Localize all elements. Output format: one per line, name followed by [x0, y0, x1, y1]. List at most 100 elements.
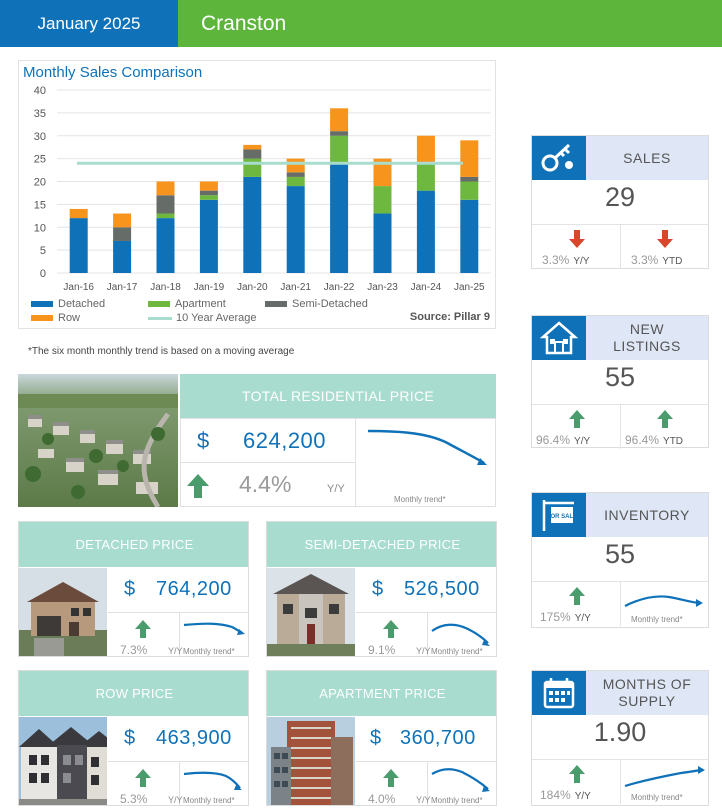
row-change-box: 5.3% Y/Y	[108, 762, 183, 806]
x-tick-label: Jan-17	[107, 282, 138, 293]
semi-detached-house-photo	[267, 568, 355, 656]
legend-row: Row	[31, 312, 80, 324]
x-tick-label: Jan-21	[280, 282, 311, 293]
detached-price-title: DETACHED PRICE	[19, 522, 248, 567]
semi-price-title: SEMI-DETACHED PRICE	[267, 522, 496, 567]
semi-price-value: 526,500	[404, 578, 480, 600]
months-supply-label: MONTHS OF SUPPLY	[586, 671, 708, 715]
bar-semi-detached	[243, 149, 262, 159]
detached-house-photo	[19, 568, 107, 656]
bar-row	[113, 213, 132, 228]
listings-yy-label: Y/Y	[574, 436, 591, 447]
sales-value: 29	[604, 182, 636, 212]
x-tick-label: Jan-25	[454, 282, 485, 293]
months-supply-label-line1: MONTHS OF	[602, 676, 692, 692]
sales-yy-box: 3.3% Y/Y	[532, 224, 621, 269]
y-tick-label: 5	[40, 245, 46, 257]
bar-semi-detached	[113, 227, 132, 241]
bar-row	[199, 181, 218, 191]
community-name: Cranston	[178, 0, 722, 47]
detached-change-box: 7.3% Y/Y	[108, 613, 183, 657]
up-arrow-icon	[569, 765, 585, 783]
key-icon	[532, 136, 586, 180]
row-trend-label: Monthly trend*	[183, 796, 235, 805]
semi-price-panel: SEMI-DETACHED PRICE $ 526,500 9.1% Y/Y M…	[266, 521, 497, 657]
supply-trend-label: Monthly trend*	[631, 793, 683, 802]
new-listings-label: NEW LISTINGS	[586, 316, 708, 360]
y-tick-label: 40	[34, 85, 46, 97]
total-price-title: TOTAL RESIDENTIAL PRICE	[180, 374, 496, 418]
bar-detached	[460, 199, 479, 273]
sales-yy-label: Y/Y	[573, 256, 590, 267]
bar-row	[243, 144, 262, 150]
up-arrow-icon	[569, 587, 585, 605]
x-tick-label: Jan-18	[150, 282, 181, 293]
apartment-yy-label: Y/Y	[416, 795, 431, 805]
monthly-sales-chart: Monthly Sales Comparison 0 5 10 15 20 25 30 35 4…	[18, 60, 496, 329]
apartment-change-box: 4.0% Y/Y	[356, 762, 431, 805]
legend-apartment: Apartment	[148, 298, 226, 310]
new-listings-label-line2: LISTINGS	[613, 338, 681, 354]
calendar-icon	[532, 671, 586, 715]
y-tick-label: 20	[34, 177, 46, 189]
row-trend-line	[183, 771, 242, 790]
row-price-box: $ 463,900	[108, 717, 248, 762]
semi-trend-label: Monthly trend*	[431, 647, 483, 656]
detached-currency: $	[124, 578, 136, 600]
bar-apartment	[286, 176, 305, 187]
bar-row	[69, 208, 88, 219]
months-supply-value: 1.90	[593, 717, 647, 747]
bar-semi-detached	[330, 131, 349, 136]
report-date: January 2025	[0, 0, 178, 47]
supply-yy-pct: 184%	[540, 788, 571, 802]
up-arrow-icon	[135, 620, 151, 638]
total-yy-label: Y/Y	[327, 483, 345, 495]
inventory-trend-box: Monthly trend*	[621, 581, 709, 626]
new-listings-label-line1: NEW	[629, 321, 665, 337]
bar-semi-detached	[156, 195, 175, 214]
sales-stat-panel: SALES 29 3.3% Y/Y 3.3% YTD	[531, 135, 709, 269]
semi-currency: $	[372, 578, 384, 600]
semi-change-pct: 9.1%	[368, 643, 396, 657]
total-trend-label: Monthly trend*	[394, 495, 446, 504]
sales-yy-pct: 3.3%	[542, 253, 570, 267]
detached-price-panel: DETACHED PRICE $ 764,200 7.3% Y/Y Monthl…	[18, 521, 249, 657]
sales-label: SALES	[586, 136, 708, 180]
apartment-price-title: APARTMENT PRICE	[267, 671, 496, 716]
inventory-label: INVENTORY	[586, 493, 708, 537]
detached-price-box: $ 764,200	[108, 568, 248, 613]
row-trend-box: Monthly trend*	[180, 762, 248, 805]
apartment-trend-box: Monthly trend*	[428, 762, 496, 805]
apartment-currency: $	[370, 727, 382, 749]
total-trend-line	[367, 429, 487, 465]
detached-change-pct: 7.3%	[120, 643, 148, 657]
bar-row	[156, 181, 175, 196]
legend-ten-year-average: 10 Year Average	[148, 312, 257, 324]
bar-detached	[199, 199, 218, 273]
apartment-building-photo	[267, 717, 355, 805]
up-arrow-icon	[383, 769, 399, 787]
trend-footnote: *The six month monthly trend is based on…	[28, 346, 295, 357]
legend-detached: Detached	[31, 298, 105, 310]
x-tick-label: Jan-19	[194, 282, 225, 293]
down-arrow-icon	[657, 230, 673, 248]
total-residential-panel: TOTAL RESIDENTIAL PRICE $ 624,200 4.4% Y…	[18, 374, 496, 507]
bar-detached	[373, 213, 392, 273]
apartment-price-value: 360,700	[400, 727, 476, 749]
bar-apartment	[460, 181, 479, 200]
detached-trend-line	[183, 622, 245, 635]
detached-price-value: 764,200	[156, 578, 232, 600]
apartment-trend-line	[431, 768, 490, 792]
apartment-price-box: $ 360,700	[356, 717, 496, 762]
y-tick-label: 0	[40, 268, 46, 280]
supply-trend-box: Monthly trend*	[621, 759, 709, 804]
months-supply-label-line2: SUPPLY	[618, 693, 676, 709]
row-change-pct: 5.3%	[120, 792, 148, 806]
bar-detached	[156, 218, 175, 273]
row-price-value: 463,900	[156, 727, 232, 749]
inventory-yy-pct: 175%	[540, 610, 571, 624]
inventory-yy-label: Y/Y	[574, 613, 591, 624]
bar-detached	[113, 240, 132, 273]
legend-semi-detached: Semi-Detached	[265, 298, 368, 310]
bar-row	[416, 135, 435, 164]
